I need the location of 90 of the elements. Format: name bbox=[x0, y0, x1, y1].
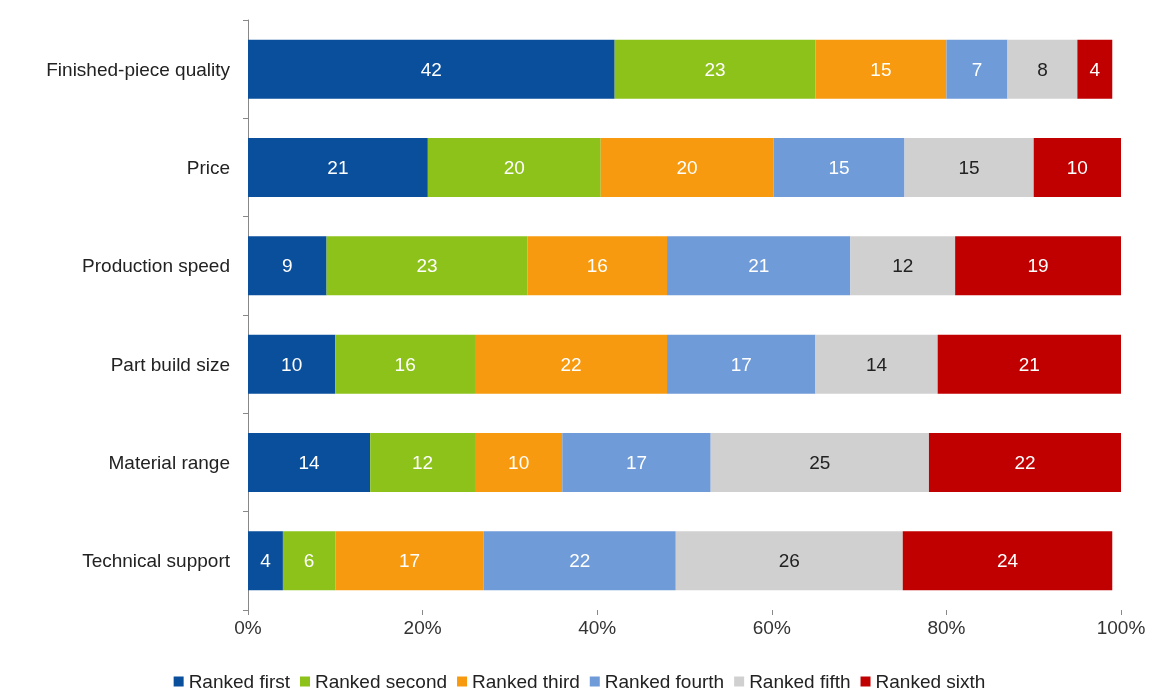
x-tick-label: 20% bbox=[403, 617, 442, 638]
bar bbox=[600, 138, 774, 197]
bar bbox=[904, 138, 1034, 197]
y-tick-label: Part build size bbox=[110, 353, 230, 375]
data-label: 21 bbox=[1018, 353, 1040, 375]
data-label: 10 bbox=[281, 353, 303, 375]
x-tick-label: 40% bbox=[578, 617, 617, 638]
data-label: 17 bbox=[625, 452, 648, 473]
x-tick-label: 60% bbox=[752, 617, 791, 638]
bar bbox=[248, 39, 615, 99]
data-label: 22 bbox=[569, 550, 591, 572]
bar bbox=[815, 39, 947, 99]
data-label: 26 bbox=[778, 550, 800, 572]
bar bbox=[675, 531, 903, 591]
bar bbox=[1033, 138, 1121, 197]
bar bbox=[326, 236, 528, 296]
data-label: 22 bbox=[560, 353, 582, 375]
bar bbox=[248, 433, 371, 492]
data-label: 15 bbox=[828, 157, 850, 178]
data-label: 20 bbox=[503, 157, 525, 178]
data-label: 10 bbox=[1066, 157, 1088, 178]
data-label: 16 bbox=[394, 353, 416, 375]
data-label: 14 bbox=[865, 353, 888, 375]
bar bbox=[902, 531, 1113, 591]
legend-label: Ranked second bbox=[315, 671, 448, 692]
data-label: 21 bbox=[327, 157, 349, 178]
data-label: 12 bbox=[892, 255, 914, 277]
bar bbox=[1077, 39, 1113, 99]
data-label: 7 bbox=[971, 58, 983, 80]
data-label: 25 bbox=[809, 452, 831, 473]
data-label: 15 bbox=[870, 58, 892, 80]
legend-label: Ranked sixth bbox=[875, 671, 986, 692]
bar bbox=[667, 334, 816, 394]
bar bbox=[335, 531, 484, 591]
bar bbox=[483, 531, 676, 591]
bar bbox=[282, 531, 336, 591]
x-tick-label: 80% bbox=[927, 617, 966, 638]
data-label: 17 bbox=[398, 550, 421, 572]
legend-label: Ranked first bbox=[188, 671, 291, 692]
bar bbox=[614, 39, 816, 99]
data-label: 8 bbox=[1037, 58, 1048, 80]
data-label: 12 bbox=[412, 452, 434, 473]
data-label: 23 bbox=[704, 58, 726, 80]
y-tick-label: Finished-piece quality bbox=[46, 58, 231, 80]
bar bbox=[928, 433, 1121, 492]
data-label: 20 bbox=[676, 157, 698, 178]
legend-label: Ranked fourth bbox=[604, 671, 725, 692]
data-label: 16 bbox=[586, 255, 608, 277]
bar bbox=[248, 138, 428, 197]
bar bbox=[946, 39, 1008, 99]
data-label: 14 bbox=[298, 452, 321, 473]
bar bbox=[427, 138, 601, 197]
data-label: 22 bbox=[1014, 452, 1036, 473]
y-tick-label: Material range bbox=[108, 452, 230, 473]
data-label: 4 bbox=[1089, 58, 1101, 80]
bar bbox=[248, 531, 283, 591]
bar bbox=[474, 334, 668, 394]
data-label: 17 bbox=[730, 353, 752, 375]
y-tick-label: Production speed bbox=[82, 255, 230, 277]
y-tick-label: Price bbox=[186, 157, 230, 178]
y-tick-label: Technical support bbox=[82, 550, 231, 572]
bar bbox=[667, 236, 851, 296]
x-tick-label: 0% bbox=[234, 617, 262, 638]
data-label: 24 bbox=[996, 550, 1019, 572]
data-label: 4 bbox=[260, 550, 272, 572]
data-label: 9 bbox=[282, 255, 293, 277]
bar bbox=[562, 433, 711, 492]
data-label: 6 bbox=[303, 550, 315, 572]
data-label: 23 bbox=[416, 255, 438, 277]
data-label: 10 bbox=[508, 452, 530, 473]
bar bbox=[710, 433, 929, 492]
bar bbox=[248, 334, 336, 394]
data-label: 19 bbox=[1027, 255, 1049, 277]
bar bbox=[850, 236, 956, 296]
bar bbox=[474, 433, 563, 492]
bar bbox=[955, 236, 1121, 296]
data-label: 15 bbox=[958, 157, 980, 178]
legend-label: Ranked third bbox=[472, 671, 580, 692]
data-label: 21 bbox=[748, 255, 770, 277]
bar bbox=[937, 334, 1121, 394]
data-label: 42 bbox=[420, 58, 442, 80]
bar bbox=[815, 334, 938, 394]
bar bbox=[773, 138, 905, 197]
bar bbox=[248, 236, 327, 296]
bar bbox=[335, 334, 475, 394]
x-tick-label: 100% bbox=[1096, 617, 1146, 638]
bar bbox=[527, 236, 668, 296]
legend-label: Ranked fifth bbox=[749, 671, 851, 692]
bar bbox=[1007, 39, 1078, 99]
bar bbox=[370, 433, 475, 492]
